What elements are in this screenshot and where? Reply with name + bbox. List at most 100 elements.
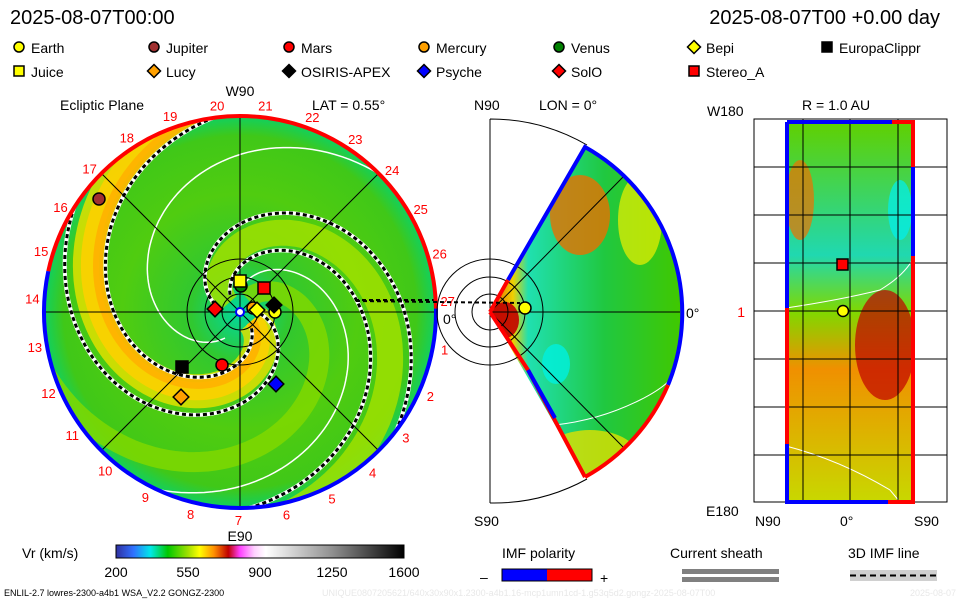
- legend-label: Mars: [301, 40, 332, 56]
- footer-model: ENLIL-2.7 lowres-2300-a4b1 WSA_V2.2 GONG…: [4, 588, 224, 598]
- ecliptic-bottom-label: E90: [228, 528, 253, 544]
- legend-item-mercury: Mercury: [418, 40, 487, 56]
- radial-map-y-mid: 1: [737, 304, 745, 320]
- radial-map-top-label: W180: [707, 103, 744, 119]
- imf-line-dash: [58, 248, 373, 508]
- imf-line-dash: [63, 116, 280, 417]
- rim-label: 26: [432, 247, 446, 262]
- bepi-legend-icon: [686, 39, 702, 55]
- rim-label: 19: [163, 109, 177, 124]
- osiris-apex-legend-icon: [281, 63, 297, 79]
- bepi-marker: [248, 301, 266, 319]
- legend-label: Jupiter: [166, 40, 208, 56]
- imf-label: IMF polarity: [502, 545, 575, 561]
- rim-label: 3: [402, 430, 409, 445]
- rim-label: 20: [210, 98, 224, 113]
- legend-item-solo: SolO: [551, 63, 602, 80]
- legend-label: Psyche: [436, 64, 482, 80]
- rim-label: 15: [34, 244, 48, 259]
- rim-label: 25: [413, 202, 427, 217]
- time-right: 2025-08-07T00 +0.00 day: [709, 7, 940, 29]
- legend-item-juice: Juice: [13, 64, 64, 80]
- rim-label: 8: [187, 507, 194, 522]
- current-sheath-legend: Current sheath: [670, 545, 779, 582]
- legend-item-jupiter: Jupiter: [148, 40, 208, 56]
- legend-item-mars: Mars: [283, 40, 332, 56]
- meridional-right-label: 0°: [686, 305, 699, 321]
- colorbar-tick: 1600: [388, 564, 419, 580]
- ecliptic-lat: LAT = 0.55°: [312, 97, 385, 113]
- psyche-marker: [267, 375, 285, 393]
- colorbar-tick: 200: [104, 564, 128, 580]
- ecliptic-right-label: 0°: [443, 311, 456, 327]
- rim-label: 7: [235, 513, 242, 528]
- rim-label: 4: [369, 465, 376, 480]
- stereo-a-marker-map: [836, 258, 849, 271]
- time-left: 2025-08-07T00:00: [10, 7, 175, 29]
- rim-label: 17: [82, 161, 96, 176]
- radial-map-x-right: S90: [914, 513, 939, 529]
- imf-line-dash: [103, 116, 407, 379]
- imf-line-dash: [203, 211, 413, 508]
- legend-item-europaclippr: EuropaClippr: [821, 40, 921, 56]
- lucy-legend-icon: [146, 63, 162, 79]
- mars-legend-icon: [283, 41, 295, 53]
- earth-marker-map: [836, 304, 850, 318]
- colorbar-tick: 900: [248, 564, 272, 580]
- lucy-marker: [172, 388, 190, 406]
- rim-label: 5: [328, 492, 335, 507]
- europaclippr-legend-icon: [821, 41, 833, 53]
- imf-plus: +: [600, 570, 608, 586]
- psyche-legend-icon: [416, 63, 432, 79]
- footer-run-id: UNIQUE0807205621/640x30x90x1.2300-a4b1.1…: [322, 588, 715, 598]
- rim-label: 22: [305, 110, 319, 125]
- jupiter-legend-icon: [148, 41, 160, 53]
- radial-map-panel: R = 1.0 AU W180 1 E180 N90 0° S90: [706, 97, 948, 529]
- legend-label: Bepi: [706, 40, 734, 56]
- rim-label: 13: [28, 340, 42, 355]
- legend-label: OSIRIS-APEX: [301, 64, 391, 80]
- rim-label: 6: [283, 508, 290, 523]
- solar-wind-stream: [80, 116, 435, 401]
- colorbar-label: Vr (km/s): [22, 545, 78, 561]
- solar-wind-stream: [44, 116, 330, 473]
- colorbar: Vr (km/s) 200 550 900 1250 1600: [22, 544, 420, 580]
- rim-label: 14: [25, 292, 39, 307]
- solo-marker: [206, 300, 224, 318]
- footer-date: 2025-08-07: [910, 588, 956, 598]
- meridional-bottom-label: S90: [474, 513, 499, 529]
- radial-map-title: R = 1.0 AU: [802, 97, 870, 113]
- solar-wind-stream: [92, 116, 436, 389]
- radial-map-x-mid: 0°: [840, 513, 853, 529]
- legend-label: Stereo_A: [706, 64, 765, 80]
- legend-label: EuropaClippr: [839, 40, 921, 56]
- ecliptic-top-label: W90: [226, 83, 255, 99]
- mars-marker: [215, 358, 229, 372]
- mercury-legend-icon: [418, 41, 430, 53]
- meridional-top-label: N90: [474, 97, 500, 113]
- imf-line-label: 3D IMF line: [848, 545, 920, 561]
- legend-label: Mercury: [436, 40, 487, 56]
- ecliptic-title: Ecliptic Plane: [60, 97, 144, 113]
- legend-item-lucy: Lucy: [146, 63, 196, 80]
- legend-label: Venus: [571, 40, 610, 56]
- solo-legend-icon: [551, 63, 567, 79]
- legend-item-osiris-apex: OSIRIS-APEX: [281, 63, 391, 80]
- legend-label: SolO: [571, 64, 602, 80]
- stereo-a-legend-icon: [688, 65, 700, 77]
- rim-label: 24: [385, 163, 399, 178]
- legend-item-bepi: Bepi: [686, 39, 734, 56]
- osiris-apex-marker: [265, 296, 283, 314]
- meridional-lon: LON = 0°: [539, 97, 597, 113]
- legend-item-earth: Earth: [13, 40, 64, 56]
- earth-legend-icon: [13, 41, 25, 53]
- radial-map-bottom-label: E180: [706, 503, 739, 519]
- imf-polarity-legend: IMF polarity – +: [480, 545, 608, 586]
- legend-item-stereo-a: Stereo_A: [688, 64, 765, 80]
- rim-label: 16: [53, 200, 67, 215]
- sheath-label: Current sheath: [670, 545, 763, 561]
- rim-label: 18: [120, 131, 134, 146]
- rim-label: 12: [41, 386, 55, 401]
- legend-item-venus: Venus: [553, 40, 610, 56]
